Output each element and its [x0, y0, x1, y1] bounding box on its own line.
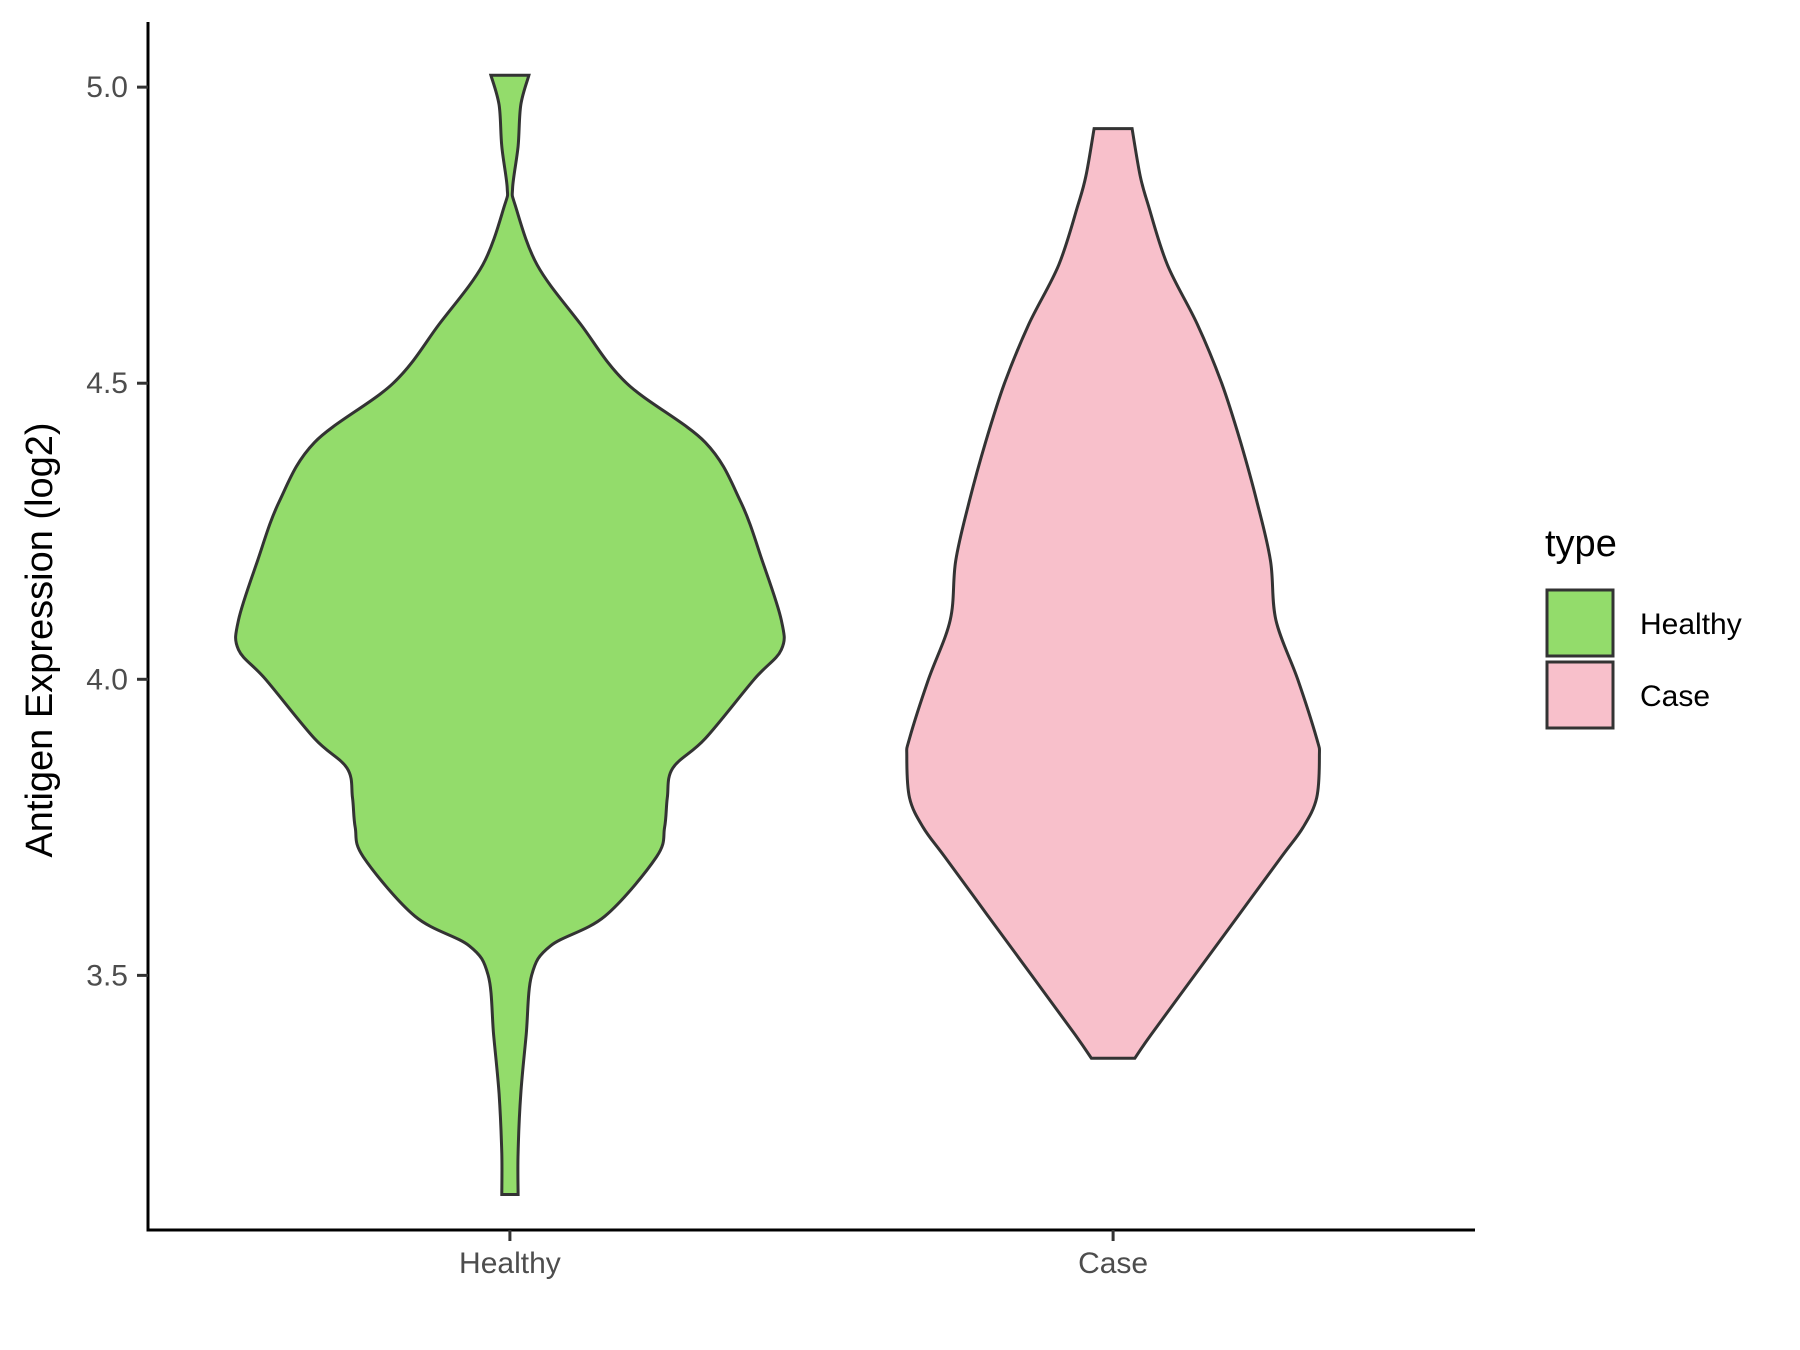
legend-title: type: [1545, 523, 1617, 565]
legend: type Healthy Case: [1545, 523, 1742, 730]
legend-key-healthy: [1545, 588, 1615, 658]
plot-area: [234, 73, 1321, 1196]
y-tick-label: 3.5: [86, 959, 128, 992]
y-tick-label: 4.0: [86, 663, 128, 696]
ticks: 3.5 4.0 4.5 5.0 Healthy Case: [86, 71, 1148, 1280]
legend-label-case: Case: [1640, 680, 1710, 713]
y-tick-label: 5.0: [86, 71, 128, 104]
y-tick-label: 4.5: [86, 367, 128, 400]
x-tick-label: Case: [1078, 1247, 1148, 1280]
y-axis-title: Antigen Expression (log2): [19, 422, 61, 857]
violin-healthy: [234, 73, 786, 1196]
violin-case: [905, 127, 1321, 1060]
legend-key-case: [1545, 660, 1615, 730]
x-tick-label: Healthy: [459, 1247, 561, 1280]
legend-label-healthy: Healthy: [1640, 608, 1742, 641]
axes: [146, 22, 1475, 1232]
